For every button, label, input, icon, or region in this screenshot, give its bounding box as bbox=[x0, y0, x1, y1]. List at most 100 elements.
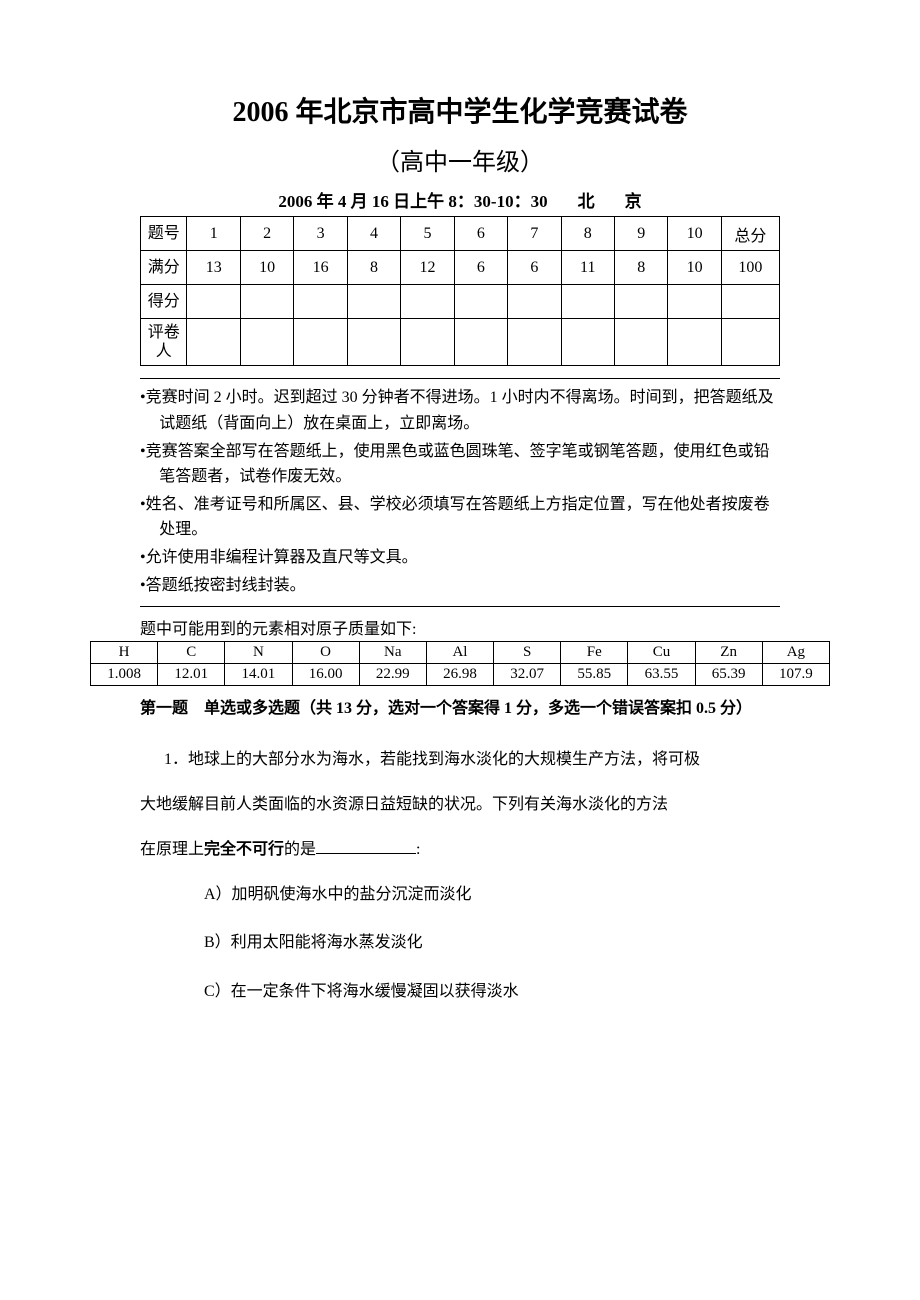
empty-cell bbox=[347, 285, 400, 319]
empty-cell bbox=[508, 319, 561, 366]
empty-cell bbox=[561, 319, 614, 366]
mass-cell: 12.01 bbox=[158, 664, 225, 686]
col-header: 3 bbox=[294, 217, 347, 251]
empty-cell bbox=[240, 319, 293, 366]
empty-cell bbox=[561, 285, 614, 319]
mass-cell: 107.9 bbox=[762, 664, 829, 686]
atomic-caption: 题中可能用到的元素相对原子质量如下: bbox=[140, 615, 780, 639]
label-full-score: 满分 bbox=[141, 251, 187, 285]
col-header: 4 bbox=[347, 217, 400, 251]
score-table: 题号 1 2 3 4 5 6 7 8 9 10 总分 满分 13 10 16 8… bbox=[140, 216, 780, 366]
full-score-cell: 12 bbox=[401, 251, 454, 285]
full-score-cell: 10 bbox=[668, 251, 721, 285]
empty-cell bbox=[668, 319, 721, 366]
element-cell: H bbox=[91, 642, 158, 664]
empty-cell bbox=[668, 285, 721, 319]
full-score-cell: 11 bbox=[561, 251, 614, 285]
element-cell: Na bbox=[359, 642, 426, 664]
city-char-2: 京 bbox=[625, 192, 642, 211]
mass-cell: 55.85 bbox=[561, 664, 628, 686]
full-score-cell: 10 bbox=[240, 251, 293, 285]
rule-item: •允许使用非编程计算器及直尺等文具。 bbox=[140, 545, 780, 571]
total-score-cell: 100 bbox=[721, 251, 779, 285]
element-cell: O bbox=[292, 642, 359, 664]
mass-cell: 65.39 bbox=[695, 664, 762, 686]
table-row: H C N O Na Al S Fe Cu Zn Ag bbox=[91, 642, 830, 664]
element-cell: Zn bbox=[695, 642, 762, 664]
mass-cell: 1.008 bbox=[91, 664, 158, 686]
label-question-no: 题号 bbox=[141, 217, 187, 251]
stem-bold: 完全不可行 bbox=[204, 841, 284, 858]
element-cell: Ag bbox=[762, 642, 829, 664]
empty-cell bbox=[294, 285, 347, 319]
col-header: 9 bbox=[614, 217, 667, 251]
table-row: 满分 13 10 16 8 12 6 6 11 8 10 100 bbox=[141, 251, 780, 285]
empty-cell bbox=[454, 319, 507, 366]
mass-cell: 16.00 bbox=[292, 664, 359, 686]
empty-cell bbox=[721, 319, 779, 366]
col-header: 8 bbox=[561, 217, 614, 251]
col-header: 6 bbox=[454, 217, 507, 251]
mass-cell: 63.55 bbox=[628, 664, 695, 686]
stem-colon: : bbox=[416, 841, 420, 858]
element-cell: S bbox=[494, 642, 561, 664]
table-row: 题号 1 2 3 4 5 6 7 8 9 10 总分 bbox=[141, 217, 780, 251]
element-cell: N bbox=[225, 642, 292, 664]
option-b: B）利用太阳能将海水蒸发淡化 bbox=[204, 921, 780, 966]
question-stem-line: 大地缓解目前人类面临的水资源日益短缺的状况。下列有关海水淡化的方法 bbox=[140, 783, 780, 828]
rule-item: •竞赛时间 2 小时。迟到超过 30 分钟者不得进场。1 小时内不得离场。时间到… bbox=[140, 385, 780, 436]
element-cell: Al bbox=[426, 642, 493, 664]
element-cell: C bbox=[158, 642, 225, 664]
empty-cell bbox=[614, 319, 667, 366]
empty-cell bbox=[187, 319, 240, 366]
exam-title: 2006 年北京市高中学生化学竞赛试卷 bbox=[90, 90, 830, 130]
rule-item: •姓名、准考证号和所属区、县、学校必须填写在答题纸上方指定位置，写在他处者按废卷… bbox=[140, 492, 780, 543]
col-header: 5 bbox=[401, 217, 454, 251]
col-header: 2 bbox=[240, 217, 293, 251]
col-header: 7 bbox=[508, 217, 561, 251]
full-score-cell: 8 bbox=[614, 251, 667, 285]
col-header: 1 bbox=[187, 217, 240, 251]
empty-cell bbox=[508, 285, 561, 319]
mass-cell: 22.99 bbox=[359, 664, 426, 686]
empty-cell bbox=[721, 285, 779, 319]
empty-cell bbox=[294, 319, 347, 366]
empty-cell bbox=[401, 285, 454, 319]
atomic-mass-table: H C N O Na Al S Fe Cu Zn Ag 1.008 12.01 … bbox=[90, 641, 830, 686]
label-total: 总分 bbox=[721, 217, 779, 251]
section-1-heading: 第一题 单选或多选题（共 13 分，选对一个答案得 1 分，多选一个错误答案扣 … bbox=[140, 694, 780, 718]
label-score: 得分 bbox=[141, 285, 187, 319]
full-score-cell: 6 bbox=[454, 251, 507, 285]
mass-cell: 26.98 bbox=[426, 664, 493, 686]
full-score-cell: 16 bbox=[294, 251, 347, 285]
stem-prefix: 在原理上 bbox=[140, 841, 204, 858]
col-header: 10 bbox=[668, 217, 721, 251]
empty-cell bbox=[187, 285, 240, 319]
label-reviewer: 评卷人 bbox=[141, 319, 187, 366]
empty-cell bbox=[401, 319, 454, 366]
question-1: 1．地球上的大部分水为海水，若能找到海水淡化的大规模生产方法，将可极 大地缓解目… bbox=[140, 738, 780, 1015]
question-stem-line: 在原理上完全不可行的是: bbox=[140, 828, 780, 873]
date-text: 2006 年 4 月 16 日上午 8：30-10：30 bbox=[278, 192, 547, 211]
rule-item: •竞赛答案全部写在答题纸上，使用黑色或蓝色圆珠笔、签字笔或钢笔答题，使用红色或铅… bbox=[140, 439, 780, 490]
empty-cell bbox=[240, 285, 293, 319]
mass-cell: 32.07 bbox=[494, 664, 561, 686]
empty-cell bbox=[347, 319, 400, 366]
option-a: A）加明矾使海水中的盐分沉淀而淡化 bbox=[204, 873, 780, 918]
question-stem-line: 1．地球上的大部分水为海水，若能找到海水淡化的大规模生产方法，将可极 bbox=[140, 738, 780, 783]
empty-cell bbox=[614, 285, 667, 319]
city-char-1: 北 bbox=[578, 192, 595, 211]
answer-blank bbox=[316, 838, 416, 854]
table-row: 1.008 12.01 14.01 16.00 22.99 26.98 32.0… bbox=[91, 664, 830, 686]
element-cell: Cu bbox=[628, 642, 695, 664]
full-score-cell: 8 bbox=[347, 251, 400, 285]
exam-subtitle: （高中一年级） bbox=[90, 142, 830, 177]
empty-cell bbox=[454, 285, 507, 319]
full-score-cell: 13 bbox=[187, 251, 240, 285]
rules-block: •竞赛时间 2 小时。迟到超过 30 分钟者不得进场。1 小时内不得离场。时间到… bbox=[140, 378, 780, 607]
rule-item: •答题纸按密封线封装。 bbox=[140, 573, 780, 599]
exam-date: 2006 年 4 月 16 日上午 8：30-10：30 北 京 bbox=[90, 187, 830, 212]
mass-cell: 14.01 bbox=[225, 664, 292, 686]
option-c: C）在一定条件下将海水缓慢凝固以获得淡水 bbox=[204, 970, 780, 1015]
table-row: 得分 bbox=[141, 285, 780, 319]
